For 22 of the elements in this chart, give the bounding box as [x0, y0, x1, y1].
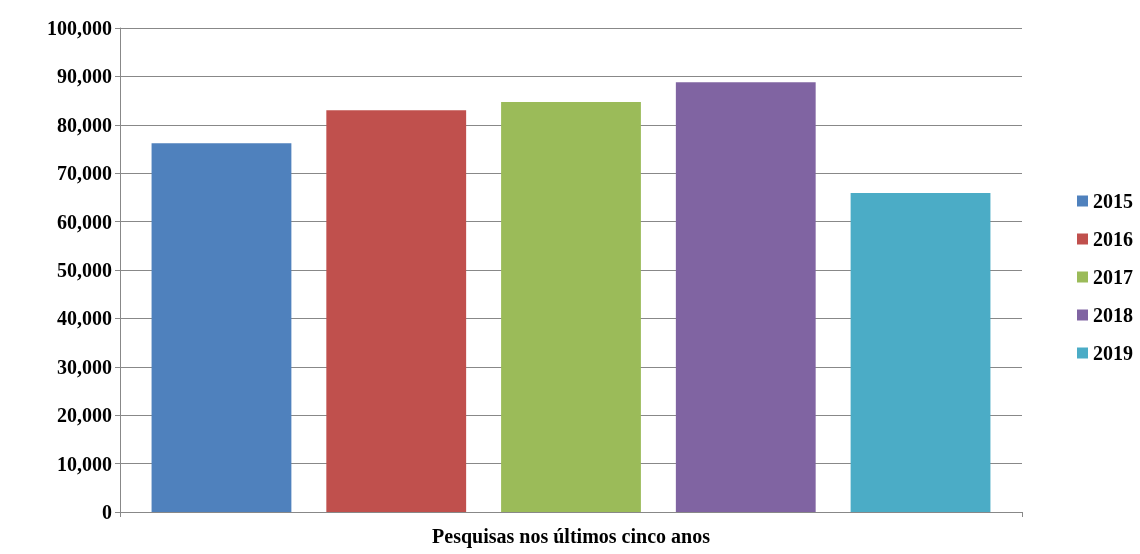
bar	[850, 193, 991, 512]
y-tick-label: 30,000	[57, 355, 112, 378]
y-tick-label: 50,000	[57, 259, 112, 281]
y-tick-label: 0	[102, 501, 112, 523]
y-tick-label: 70,000	[57, 162, 112, 185]
legend-label: 2017	[1093, 266, 1133, 288]
y-tick-label: 80,000	[57, 113, 112, 136]
bar	[151, 143, 292, 512]
legend-label: 2015	[1093, 190, 1133, 212]
y-tick-label: 90,000	[57, 65, 112, 88]
legend-label: 2016	[1093, 228, 1133, 250]
y-tick-label: 10,000	[57, 452, 112, 475]
y-tick-label: 40,000	[57, 307, 112, 330]
bar	[675, 82, 816, 512]
bar	[326, 110, 467, 512]
y-tick-label: 60,000	[57, 210, 112, 233]
legend-label: 2019	[1093, 342, 1133, 364]
legend-label: 2018	[1093, 304, 1133, 326]
bar	[501, 102, 641, 512]
x-tick-label: Pesquisas nos últimos cinco anos	[432, 525, 711, 548]
y-tick-label: 20,000	[57, 404, 112, 427]
y-tick-label: 100,000	[47, 17, 112, 39]
